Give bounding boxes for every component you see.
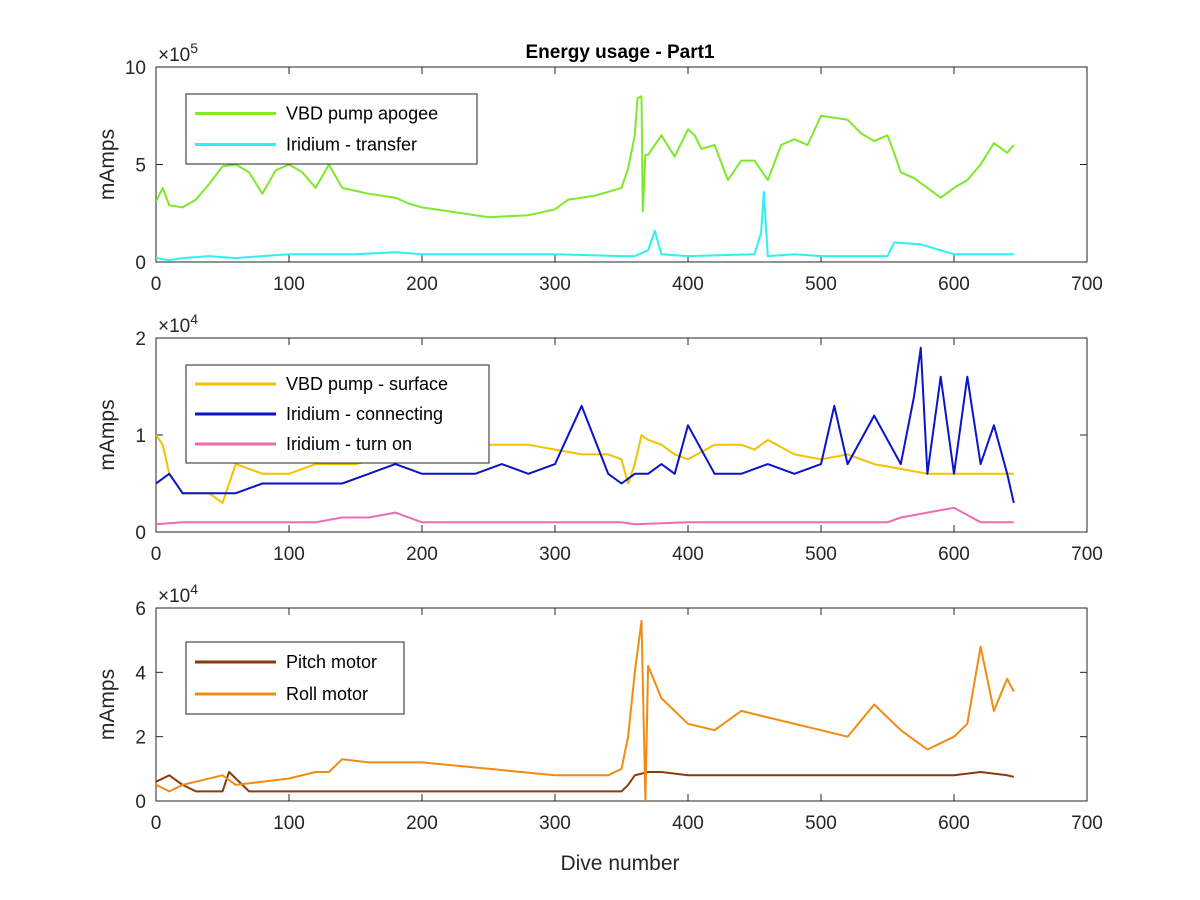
legend-box [185,641,405,715]
y-axis-label: mAmps [96,129,119,200]
x-tick-label: 600 [938,274,970,295]
legend-label: VBD pump - surface [286,374,448,394]
x-tick-label: 600 [938,813,970,834]
y-exponent-label: ×104 [158,311,198,337]
y-tick-label: 2 [135,728,146,749]
x-tick-label: 300 [539,544,571,565]
y-tick-label: 0 [135,523,146,544]
subplot-2: 0 100 200 300 400 500 600 700 0 1 2 ×104 mAmps VBD pu… [96,311,1103,565]
figure-title: Energy usage - Part1 [525,42,714,63]
x-tick-label: 500 [805,274,837,295]
y-axis-label: mAmps [96,399,119,470]
y-tick-label: 6 [135,599,146,620]
x-tick-label: 700 [1071,274,1103,295]
x-tick-label: 200 [406,274,438,295]
legend: Pitch motor Roll motor [185,641,405,715]
x-tick-label: 100 [273,544,305,565]
x-tick-label: 300 [539,813,571,834]
x-tick-label: 500 [805,544,837,565]
series-line-3 [156,506,1014,526]
x-tick-label: 300 [539,274,571,295]
y-tick-label: 2 [135,329,146,350]
series-line-2 [156,346,1015,504]
subplot-3: 0 100 200 300 400 500 600 700 0 2 4 6 ×104 mAmps Pitch… [96,581,1103,834]
y-tick-label: 4 [135,663,146,684]
x-tick-label: 700 [1071,813,1103,834]
series-line-2 [156,619,1015,801]
x-tick-label: 400 [672,813,704,834]
y-tick-label: 0 [135,792,146,813]
x-tick-label: 700 [1071,544,1103,565]
legend: VBD pump - surface Iridium - connecting Ir… [185,364,490,464]
x-tick-label: 500 [805,813,837,834]
x-tick-label: 200 [406,813,438,834]
y-exponent-label: ×105 [158,40,198,66]
legend-label: Pitch motor [286,652,377,672]
x-tick-label: 400 [672,544,704,565]
legend-label: VBD pump apogee [286,104,438,124]
series-line-1 [156,95,1015,219]
x-tick-label: 100 [273,274,305,295]
x-tick-label: 400 [672,274,704,295]
x-tick-label: 0 [151,544,162,565]
series-line-1 [156,771,1015,793]
x-tick-label: 200 [406,544,438,565]
y-tick-label: 0 [135,253,146,274]
x-tick-label: 0 [151,813,162,834]
legend-box [185,93,478,165]
series-line-1 [156,434,1014,504]
y-tick-label: 10 [125,58,146,79]
y-tick-label: 1 [135,426,146,447]
series-line-2 [156,190,1014,262]
x-axis-label: Dive number [560,852,679,875]
legend-label: Iridium - connecting [286,404,443,424]
y-tick-label: 5 [135,156,146,177]
x-tick-label: 0 [151,274,162,295]
x-tick-label: 600 [938,544,970,565]
x-tick-label: 100 [273,813,305,834]
legend-label: Roll motor [286,684,368,704]
subplot-1: 0 100 200 300 400 500 600 700 0 5 10 ×105 mAmps VBD p… [96,40,1103,295]
y-exponent-label: ×104 [158,581,198,607]
legend-label: Iridium - turn on [286,434,412,454]
y-axis-label: mAmps [96,669,119,740]
legend-label: Iridium - transfer [286,135,417,155]
legend: VBD pump apogee Iridium - transfer [185,93,478,165]
